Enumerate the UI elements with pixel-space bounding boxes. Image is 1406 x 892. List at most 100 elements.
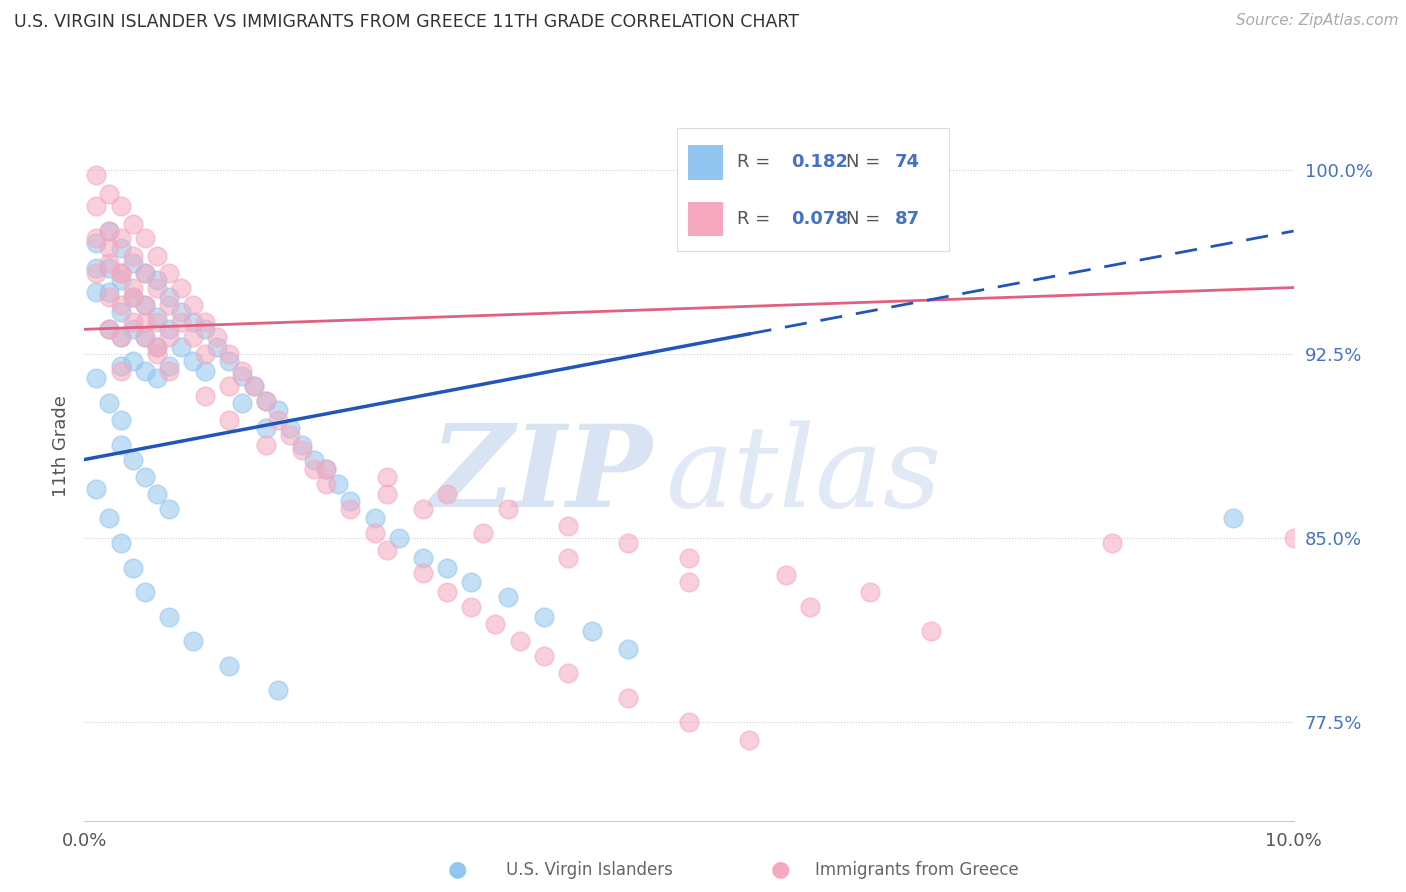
- Point: [134, 298, 156, 312]
- Point: [194, 347, 217, 361]
- Point: [363, 511, 385, 525]
- Point: [1282, 531, 1305, 545]
- Point: [412, 566, 434, 580]
- Point: [496, 501, 519, 516]
- Point: [97, 511, 120, 525]
- Point: [460, 599, 482, 614]
- Point: [218, 658, 240, 673]
- Point: [134, 266, 156, 280]
- Point: [375, 543, 398, 558]
- Y-axis label: 11th Grade: 11th Grade: [52, 395, 70, 497]
- Point: [134, 266, 156, 280]
- Point: [533, 648, 555, 663]
- Point: [1101, 536, 1123, 550]
- Point: [859, 585, 882, 599]
- Point: [557, 550, 579, 565]
- Point: [267, 403, 290, 417]
- Point: [121, 249, 143, 263]
- Point: [97, 224, 120, 238]
- Point: [194, 322, 217, 336]
- Text: ZIP: ZIP: [430, 420, 652, 532]
- Point: [134, 298, 156, 312]
- Point: [181, 354, 204, 368]
- Point: [920, 624, 942, 639]
- Point: [617, 536, 640, 550]
- Point: [194, 364, 217, 378]
- Text: atlas: atlas: [665, 421, 941, 532]
- Point: [86, 266, 108, 280]
- Point: [194, 315, 217, 329]
- Point: [472, 526, 495, 541]
- Point: [339, 494, 361, 508]
- Point: [254, 393, 277, 408]
- Point: [121, 256, 143, 270]
- Point: [799, 599, 821, 614]
- Text: R =: R =: [737, 211, 776, 228]
- Point: [97, 285, 120, 300]
- Point: [181, 329, 204, 343]
- Text: 0.078: 0.078: [792, 211, 848, 228]
- Point: [291, 442, 314, 457]
- Point: [678, 575, 700, 590]
- Point: [110, 266, 132, 280]
- Point: [412, 501, 434, 516]
- Point: [254, 420, 277, 434]
- Text: 0.182: 0.182: [792, 153, 848, 171]
- Point: [170, 315, 193, 329]
- Point: [157, 609, 180, 624]
- Text: Source: ZipAtlas.com: Source: ZipAtlas.com: [1236, 13, 1399, 29]
- Point: [110, 438, 132, 452]
- Point: [121, 322, 143, 336]
- Point: [146, 315, 169, 329]
- Point: [110, 241, 132, 255]
- Point: [110, 266, 132, 280]
- Point: [278, 420, 301, 434]
- Point: [617, 690, 640, 705]
- Point: [218, 354, 240, 368]
- Point: [242, 379, 264, 393]
- Point: [146, 487, 169, 501]
- Point: [97, 396, 120, 410]
- Text: N =: N =: [846, 211, 886, 228]
- Point: [218, 379, 240, 393]
- Point: [110, 231, 132, 245]
- Point: [146, 339, 169, 353]
- Point: [194, 389, 217, 403]
- Point: [110, 359, 132, 373]
- Point: [121, 217, 143, 231]
- Point: [157, 266, 180, 280]
- Point: [86, 236, 108, 251]
- Point: [315, 462, 337, 476]
- Point: [557, 519, 579, 533]
- Point: [509, 634, 531, 648]
- Point: [121, 354, 143, 368]
- Point: [134, 329, 156, 343]
- Bar: [688, 145, 723, 179]
- Point: [181, 634, 204, 648]
- Text: ●: ●: [447, 860, 467, 880]
- Point: [375, 469, 398, 483]
- Point: [278, 428, 301, 442]
- Point: [557, 666, 579, 681]
- Point: [388, 531, 411, 545]
- Point: [86, 168, 108, 182]
- Point: [170, 305, 193, 319]
- Point: [97, 256, 120, 270]
- Point: [146, 347, 169, 361]
- Text: ●: ●: [770, 860, 790, 880]
- Point: [157, 298, 180, 312]
- Point: [110, 199, 132, 213]
- Point: [110, 273, 132, 287]
- Point: [460, 575, 482, 590]
- Bar: [688, 202, 723, 236]
- Point: [170, 339, 193, 353]
- Point: [86, 260, 108, 275]
- Text: U.S. Virgin Islanders: U.S. Virgin Islanders: [506, 861, 673, 879]
- Point: [97, 260, 120, 275]
- Point: [339, 501, 361, 516]
- Point: [110, 536, 132, 550]
- Point: [170, 280, 193, 294]
- Point: [146, 280, 169, 294]
- Point: [86, 285, 108, 300]
- Point: [110, 364, 132, 378]
